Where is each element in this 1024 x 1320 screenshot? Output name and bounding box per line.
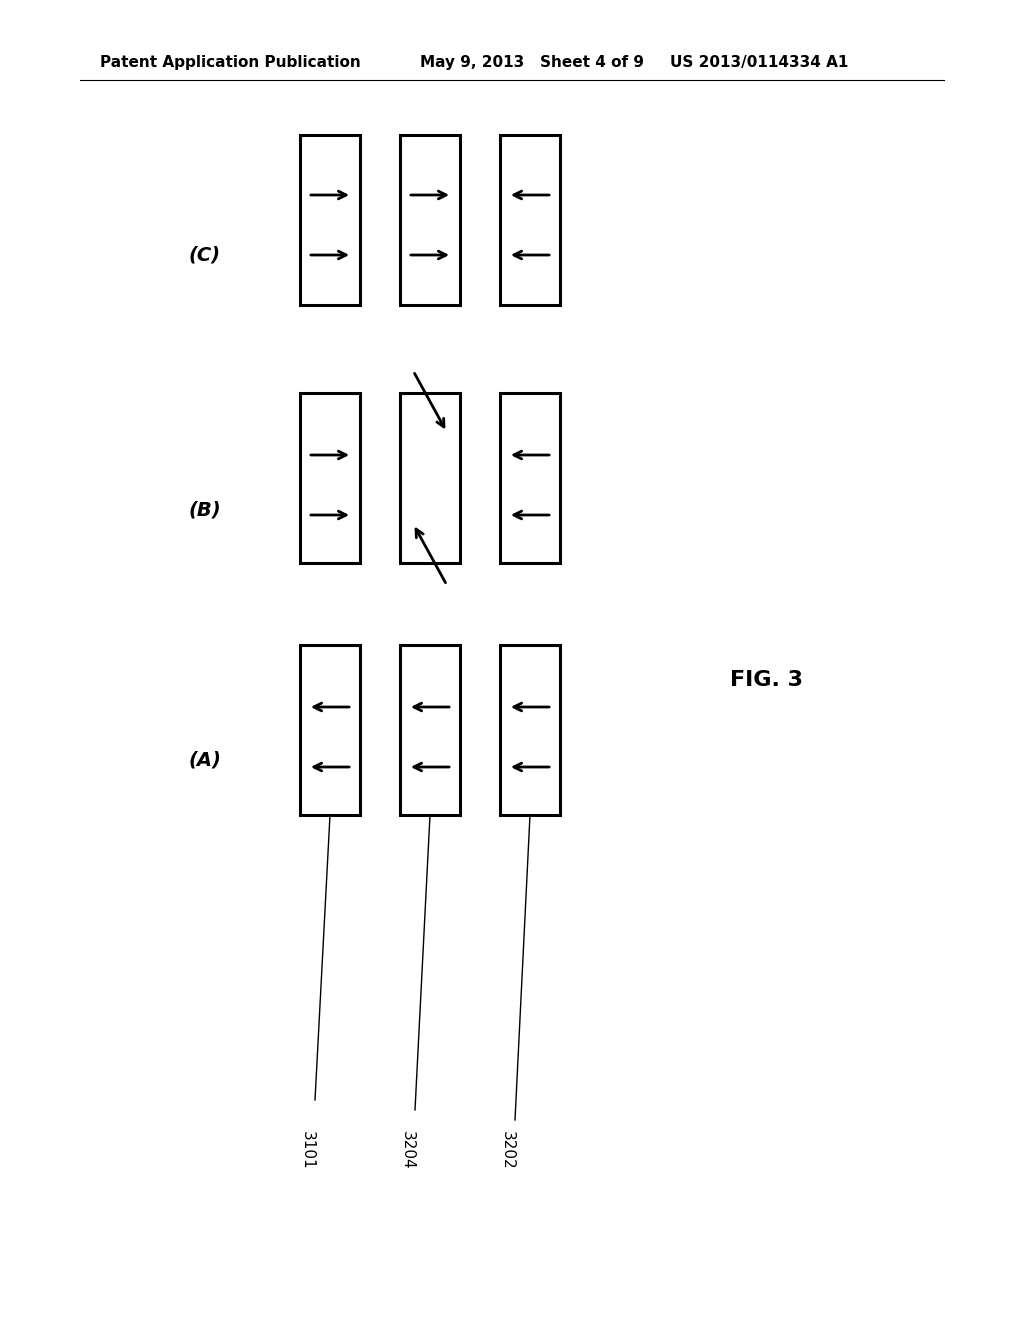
Bar — [400, 645, 460, 814]
Bar — [300, 393, 360, 564]
Text: FIG. 3: FIG. 3 — [730, 671, 803, 690]
Bar — [500, 645, 560, 814]
Text: 3101: 3101 — [300, 1131, 315, 1170]
Text: (A): (A) — [188, 751, 221, 770]
Text: 3204: 3204 — [400, 1131, 415, 1170]
Text: (B): (B) — [188, 500, 221, 520]
Bar — [500, 393, 560, 564]
Bar — [300, 645, 360, 814]
Text: (C): (C) — [189, 246, 221, 264]
Bar — [300, 135, 360, 305]
Text: Patent Application Publication: Patent Application Publication — [100, 54, 360, 70]
Bar — [400, 393, 460, 564]
Text: US 2013/0114334 A1: US 2013/0114334 A1 — [670, 54, 848, 70]
Text: 3202: 3202 — [500, 1131, 515, 1170]
Bar — [500, 135, 560, 305]
Bar — [400, 135, 460, 305]
Text: May 9, 2013   Sheet 4 of 9: May 9, 2013 Sheet 4 of 9 — [420, 54, 644, 70]
